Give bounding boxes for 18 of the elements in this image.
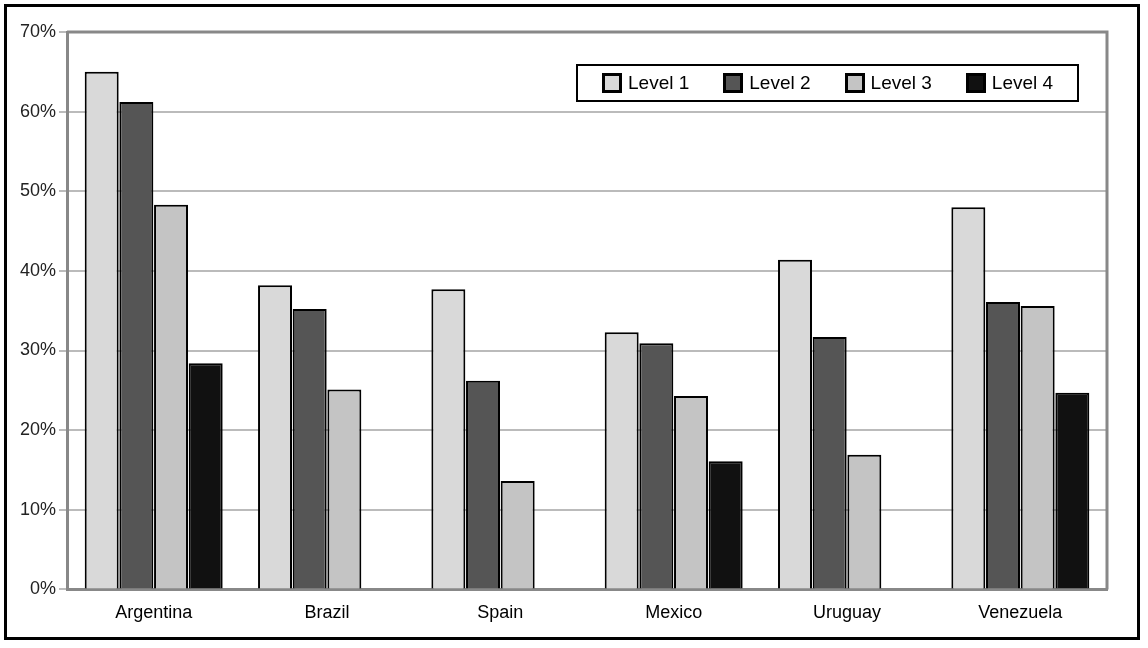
y-tick-label: 30% xyxy=(20,339,57,360)
legend-label: Level 2 xyxy=(749,72,811,94)
y-tick-label: 10% xyxy=(20,498,57,519)
x-tick-label: Uruguay xyxy=(812,602,882,623)
legend-label: Level 3 xyxy=(870,72,932,94)
legend-label: Level 4 xyxy=(991,72,1054,94)
y-tick-label: 40% xyxy=(20,259,57,280)
y-tick-label: 0% xyxy=(30,578,57,599)
x-tick-label: Argentina xyxy=(115,602,194,623)
y-tick-label: 60% xyxy=(20,100,57,121)
y-tick-label: 20% xyxy=(20,419,57,440)
x-tick-label: Mexico xyxy=(645,602,703,623)
x-tick-label: Brazil xyxy=(304,602,350,623)
x-tick-label: Spain xyxy=(477,602,524,623)
legend-label: Level 1 xyxy=(628,72,690,94)
y-tick-label: 50% xyxy=(20,180,57,201)
x-tick-label: Venezuela xyxy=(978,602,1064,623)
y-tick-label: 70% xyxy=(20,20,57,41)
